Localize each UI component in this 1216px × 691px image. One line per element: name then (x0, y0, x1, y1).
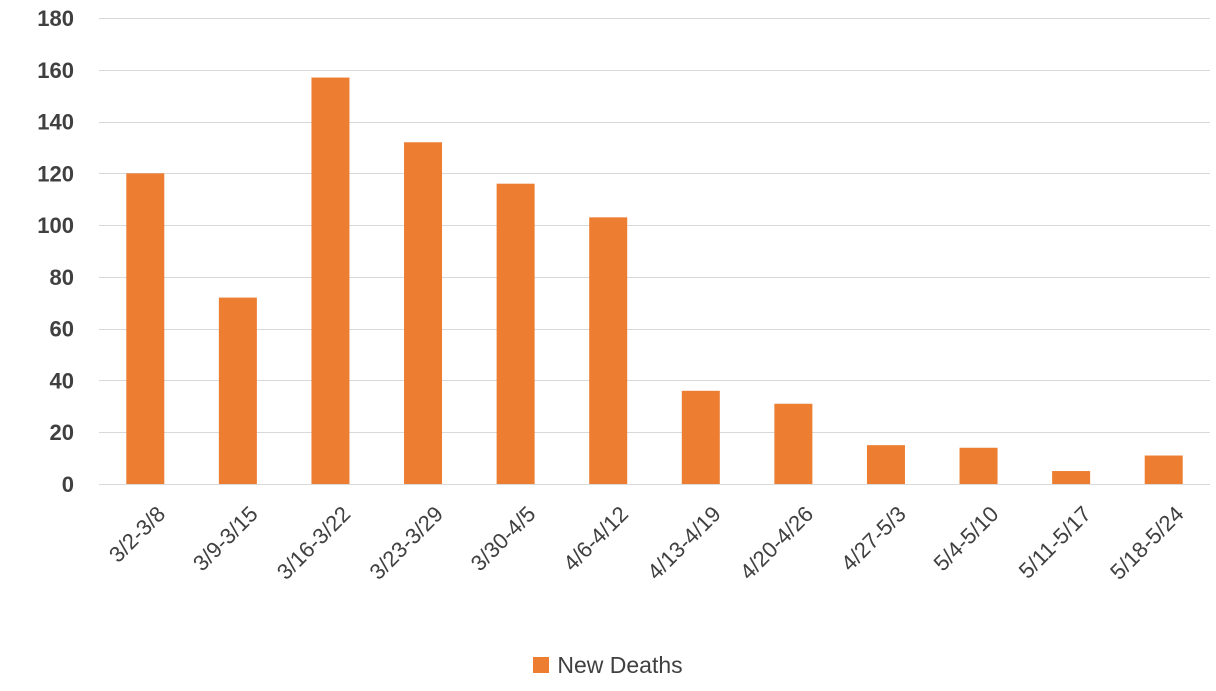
y-tick-label: 0 (62, 472, 74, 497)
y-tick-label: 100 (37, 213, 74, 238)
x-tick-label: 3/2-3/8 (104, 501, 170, 567)
legend: New Deaths (0, 651, 1216, 679)
x-tick-label: 3/23-3/29 (364, 501, 447, 584)
y-tick-label: 140 (37, 110, 74, 135)
bar (1052, 471, 1091, 484)
y-tick-label: 160 (37, 58, 74, 83)
bar (774, 403, 813, 484)
legend-swatch (533, 657, 550, 673)
bars (126, 77, 1183, 485)
x-tick-label: 4/6-4/12 (558, 501, 633, 576)
x-tick-label: 5/18-5/24 (1105, 501, 1188, 584)
x-tick-label: 5/4-5/10 (929, 501, 1004, 576)
y-tick-label: 40 (50, 368, 74, 393)
bar (496, 183, 535, 484)
bar (589, 217, 628, 484)
y-tick-label: 80 (50, 265, 74, 290)
x-tick-label: 5/11-5/17 (1014, 501, 1096, 583)
y-tick-label: 180 (37, 6, 74, 31)
x-tick-label: 4/27-5/3 (836, 501, 911, 576)
x-tick-label: 3/16-3/22 (272, 501, 355, 584)
x-tick-label: 3/9-3/15 (188, 501, 263, 576)
bar (1144, 455, 1183, 484)
y-axis-ticks: 0 20 40 60 80 100 120 140 160 180 (37, 6, 74, 497)
x-tick-label: 4/20-4/26 (735, 501, 818, 584)
y-tick-label: 120 (37, 161, 74, 186)
y-tick-label: 60 (50, 317, 74, 342)
x-axis-ticks: 3/2-3/8 3/9-3/15 3/16-3/22 3/23-3/29 3/30-4/… (104, 501, 1189, 584)
bar (959, 447, 998, 484)
bar (311, 77, 350, 485)
gridlines (99, 18, 1210, 485)
x-tick-label: 3/30-4/5 (466, 501, 541, 576)
bar (866, 445, 905, 484)
y-tick-label: 20 (50, 420, 74, 445)
bar (218, 297, 257, 484)
bar (404, 142, 443, 484)
bar (126, 173, 165, 485)
bar (681, 390, 720, 484)
x-tick-label: 4/13-4/19 (642, 501, 725, 584)
legend-label: New Deaths (557, 652, 683, 678)
